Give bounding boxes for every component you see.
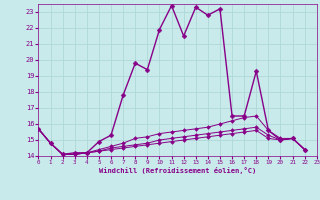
X-axis label: Windchill (Refroidissement éolien,°C): Windchill (Refroidissement éolien,°C) [99,167,256,174]
